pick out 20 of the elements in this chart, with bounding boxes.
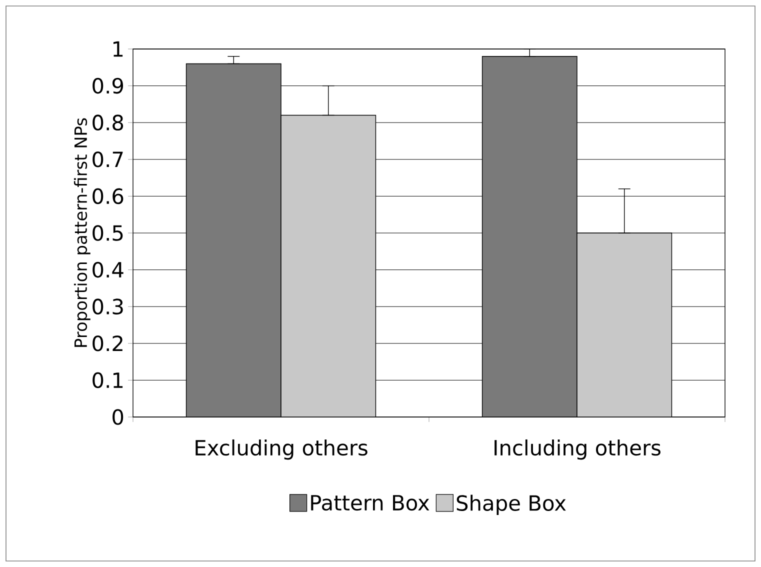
y-tick-label: 0.7 [92, 151, 123, 168]
bar [576, 232, 672, 417]
legend-label: Pattern Box [311, 495, 430, 511]
bar [280, 114, 376, 417]
y-tick-label: 0.5 [92, 225, 123, 241]
x-tick-label: Excluding others [196, 439, 368, 460]
bar [186, 63, 282, 417]
legend-label: Shape Box [456, 494, 566, 516]
bar [482, 56, 578, 417]
x-tick-label: Including others [494, 439, 660, 460]
y-tick-label: 0.9 [92, 78, 124, 94]
y-tick-label: 0.3 [92, 298, 123, 315]
y-axis-title: Proportion pattern-first NPs [74, 118, 90, 347]
y-tick-label: 0.6 [92, 188, 124, 204]
y-tick-label: 0.2 [92, 335, 122, 352]
y-tick-label: 0.8 [92, 114, 124, 131]
y-tick-label: 1 [113, 41, 123, 57]
y-tick-label: 0.4 [92, 262, 124, 278]
y-tick-label: 0 [112, 409, 124, 425]
y-tick-label: 0.1 [92, 372, 123, 388]
